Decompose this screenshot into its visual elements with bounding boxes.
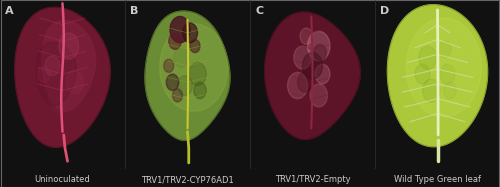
Polygon shape: [145, 11, 230, 140]
Text: TRV1/TRV2-CYP76AD1: TRV1/TRV2-CYP76AD1: [141, 175, 234, 184]
Circle shape: [415, 64, 430, 84]
Circle shape: [194, 82, 206, 99]
Text: B: B: [130, 6, 138, 16]
Text: Uninoculated: Uninoculated: [34, 175, 90, 184]
Polygon shape: [36, 42, 76, 106]
Circle shape: [164, 59, 174, 72]
Circle shape: [49, 84, 72, 114]
Polygon shape: [15, 7, 110, 147]
Polygon shape: [264, 12, 360, 140]
Circle shape: [166, 74, 179, 91]
Polygon shape: [388, 5, 488, 147]
Text: D: D: [380, 6, 389, 16]
Circle shape: [38, 66, 50, 82]
Circle shape: [315, 64, 330, 84]
Circle shape: [66, 71, 84, 94]
Circle shape: [314, 45, 326, 61]
Circle shape: [189, 62, 206, 86]
Circle shape: [302, 53, 322, 79]
Circle shape: [444, 82, 456, 99]
Circle shape: [45, 56, 60, 76]
Circle shape: [298, 72, 312, 92]
Circle shape: [294, 46, 311, 69]
Circle shape: [169, 33, 181, 49]
Circle shape: [440, 64, 455, 84]
Text: Wild Type Green leaf: Wild Type Green leaf: [394, 175, 481, 184]
Circle shape: [310, 84, 328, 107]
Circle shape: [288, 72, 308, 99]
Text: A: A: [5, 6, 14, 16]
Circle shape: [308, 31, 330, 61]
Circle shape: [170, 16, 190, 43]
Circle shape: [174, 48, 189, 68]
Circle shape: [172, 89, 182, 102]
Circle shape: [439, 41, 451, 58]
Text: TRV1/TRV2-Empty: TRV1/TRV2-Empty: [274, 175, 350, 184]
Circle shape: [300, 28, 312, 45]
Text: C: C: [255, 6, 263, 16]
Polygon shape: [42, 20, 96, 111]
Polygon shape: [406, 18, 481, 117]
Circle shape: [182, 23, 198, 43]
Circle shape: [190, 39, 200, 53]
Circle shape: [419, 46, 436, 69]
Circle shape: [178, 76, 192, 95]
Polygon shape: [160, 24, 228, 111]
Circle shape: [59, 33, 79, 59]
Circle shape: [422, 79, 440, 102]
